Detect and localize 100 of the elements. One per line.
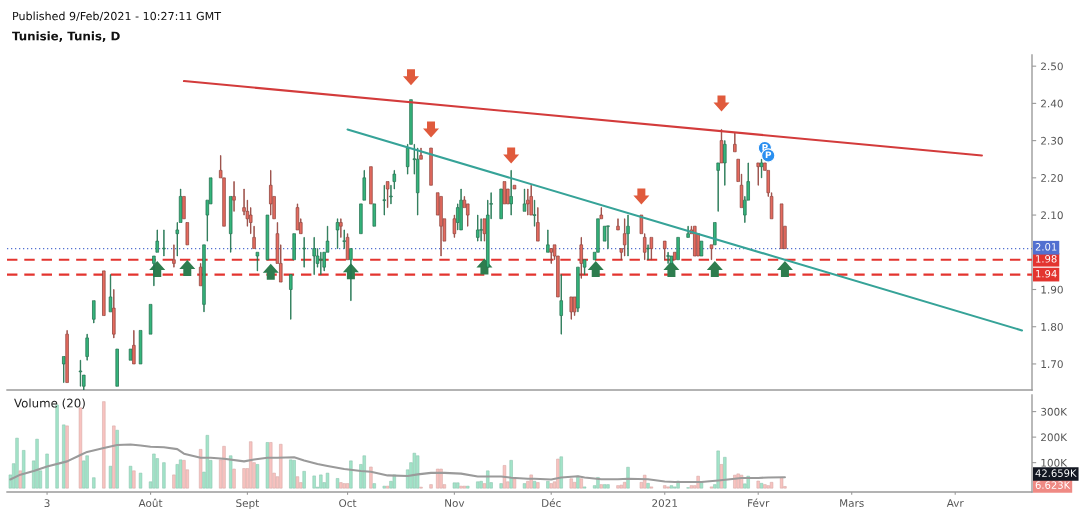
candlestick [626, 214, 630, 257]
bar [619, 484, 623, 489]
candlestick [335, 218, 340, 249]
candlestick [576, 266, 580, 313]
candlestick [529, 184, 533, 216]
candlestick [362, 170, 366, 201]
candlestick [289, 274, 293, 320]
candlestick [616, 218, 620, 231]
bar [295, 476, 300, 489]
x-tick-label: Mars [840, 499, 864, 508]
candlestick [649, 237, 654, 261]
x-tick-label: 3 [44, 499, 50, 508]
candlestick [255, 251, 260, 272]
candlestick [646, 244, 650, 261]
candlestick [669, 255, 674, 264]
text: 6.623K [1035, 481, 1071, 489]
bar [22, 450, 26, 489]
bar [669, 485, 674, 489]
bar [349, 460, 353, 489]
bar [335, 478, 340, 489]
bar [536, 482, 540, 489]
candlestick [536, 207, 540, 242]
y-tick-label: 100K [1041, 458, 1068, 467]
bar [766, 485, 770, 489]
bar [339, 482, 343, 489]
candlestick [733, 132, 737, 153]
candlestick [415, 147, 420, 216]
ref-line-label: 1.94 [1036, 269, 1057, 278]
candlestick [779, 203, 784, 249]
bar [502, 465, 507, 489]
bar [78, 407, 83, 489]
candlestick [202, 244, 206, 313]
candlestick [185, 222, 190, 246]
candlestick [459, 188, 463, 231]
candlestick [339, 218, 343, 238]
bar [466, 485, 470, 489]
candlestick [198, 263, 203, 287]
bar [115, 429, 119, 489]
bar [385, 485, 390, 489]
bar [599, 484, 603, 489]
candlestick [522, 188, 527, 212]
bar [249, 441, 253, 489]
bar [102, 401, 106, 489]
candlestick [349, 248, 353, 302]
candlestick [148, 304, 153, 335]
bar [719, 464, 724, 489]
bar [369, 466, 373, 489]
bar [269, 442, 273, 489]
bar [138, 472, 143, 489]
bar [616, 485, 620, 489]
bar [416, 455, 420, 489]
y-tick-label: 1.70 [1041, 360, 1063, 369]
x-tick-label: Déc [542, 498, 561, 508]
candlestick [302, 237, 306, 268]
bar [35, 438, 39, 489]
candlestick [269, 170, 273, 216]
candlestick [663, 240, 667, 261]
candlestick [319, 251, 323, 275]
bar [325, 472, 330, 489]
candlestick [138, 330, 143, 365]
bar [476, 481, 480, 489]
candlestick [579, 237, 583, 279]
candlestick [292, 233, 296, 261]
bar [302, 471, 306, 489]
bar [152, 453, 156, 489]
text: Published 9/Feb/2021 - 10:27:11 GMT [13, 11, 222, 22]
bar [779, 477, 784, 489]
candlestick [716, 162, 720, 212]
bar [522, 483, 527, 489]
candlestick [265, 214, 270, 261]
x-tick-label: Oct [339, 499, 357, 508]
candlestick [676, 237, 680, 261]
bar [242, 468, 246, 489]
x-tick-label: Nov [445, 499, 465, 508]
candlestick [155, 229, 159, 253]
candlestick [102, 270, 106, 316]
bar [319, 474, 323, 489]
bar [412, 452, 416, 489]
candlestick [92, 300, 96, 324]
candlestick [599, 207, 604, 220]
y-tick-label: 2.20 [1041, 174, 1063, 182]
candlestick [345, 233, 350, 261]
candlestick [112, 289, 116, 339]
bar [92, 477, 96, 489]
candlestick [342, 229, 346, 249]
bar [499, 483, 503, 489]
bar [45, 453, 49, 489]
x-tick-label: 2021 [652, 499, 678, 508]
bar [255, 464, 260, 489]
bar [289, 459, 293, 489]
candlestick [132, 330, 136, 365]
bar [602, 484, 607, 489]
bar [292, 460, 296, 489]
candlestick [369, 166, 373, 205]
candlestick [115, 348, 119, 387]
bar [279, 443, 283, 489]
candlestick [569, 296, 573, 320]
bar [756, 480, 760, 489]
y-tick-label: 2.50 [1041, 62, 1063, 71]
bar [345, 483, 350, 489]
